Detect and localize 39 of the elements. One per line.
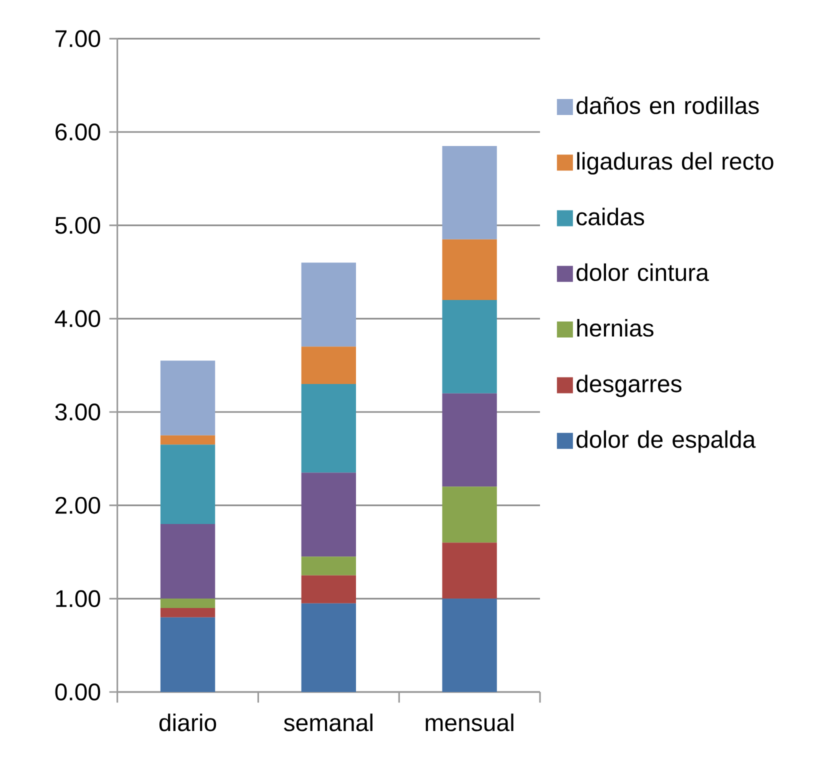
y-tick-label: 4.00 [54,310,100,328]
bar [160,608,216,618]
y-tick-label: 5.00 [55,216,100,234]
legend-label: desgarres [576,374,682,398]
y-tick-label: 2.00 [56,496,100,514]
legend-label: caidas [576,208,644,226]
bar [301,472,356,557]
legend-label: hernias [577,319,654,337]
y-tick-label: 3.00 [55,404,100,420]
bar [442,146,497,240]
bar [442,598,497,692]
bar [160,617,216,692]
x-tick-label: semanal [284,714,372,732]
x-tick-label: diario [159,714,216,732]
bar [160,360,216,436]
bar [442,239,497,300]
x-tick-label: mensual [426,714,514,732]
bar [301,346,356,384]
y-tick-label: 7.00 [56,30,100,48]
bar [442,542,497,599]
bar [442,486,497,543]
bar [301,262,356,347]
bar [301,384,356,473]
bar [301,603,356,692]
y-tick-label: 6.00 [56,124,100,140]
legend-label: daños en rodillas [576,96,759,114]
bar [442,300,497,394]
legend-label: dolor cintura [576,263,709,282]
y-tick-label: 1.00 [56,590,100,608]
legend-label: dolor de espalda [576,430,756,453]
bar [301,556,356,576]
bar [160,524,216,599]
bar [160,435,216,445]
bar [442,393,497,487]
bar [160,444,216,524]
legend-label: ligaduras del recto [577,152,774,175]
bar [301,575,356,604]
bar [160,598,216,608]
y-tick-label: 0.00 [55,684,100,700]
